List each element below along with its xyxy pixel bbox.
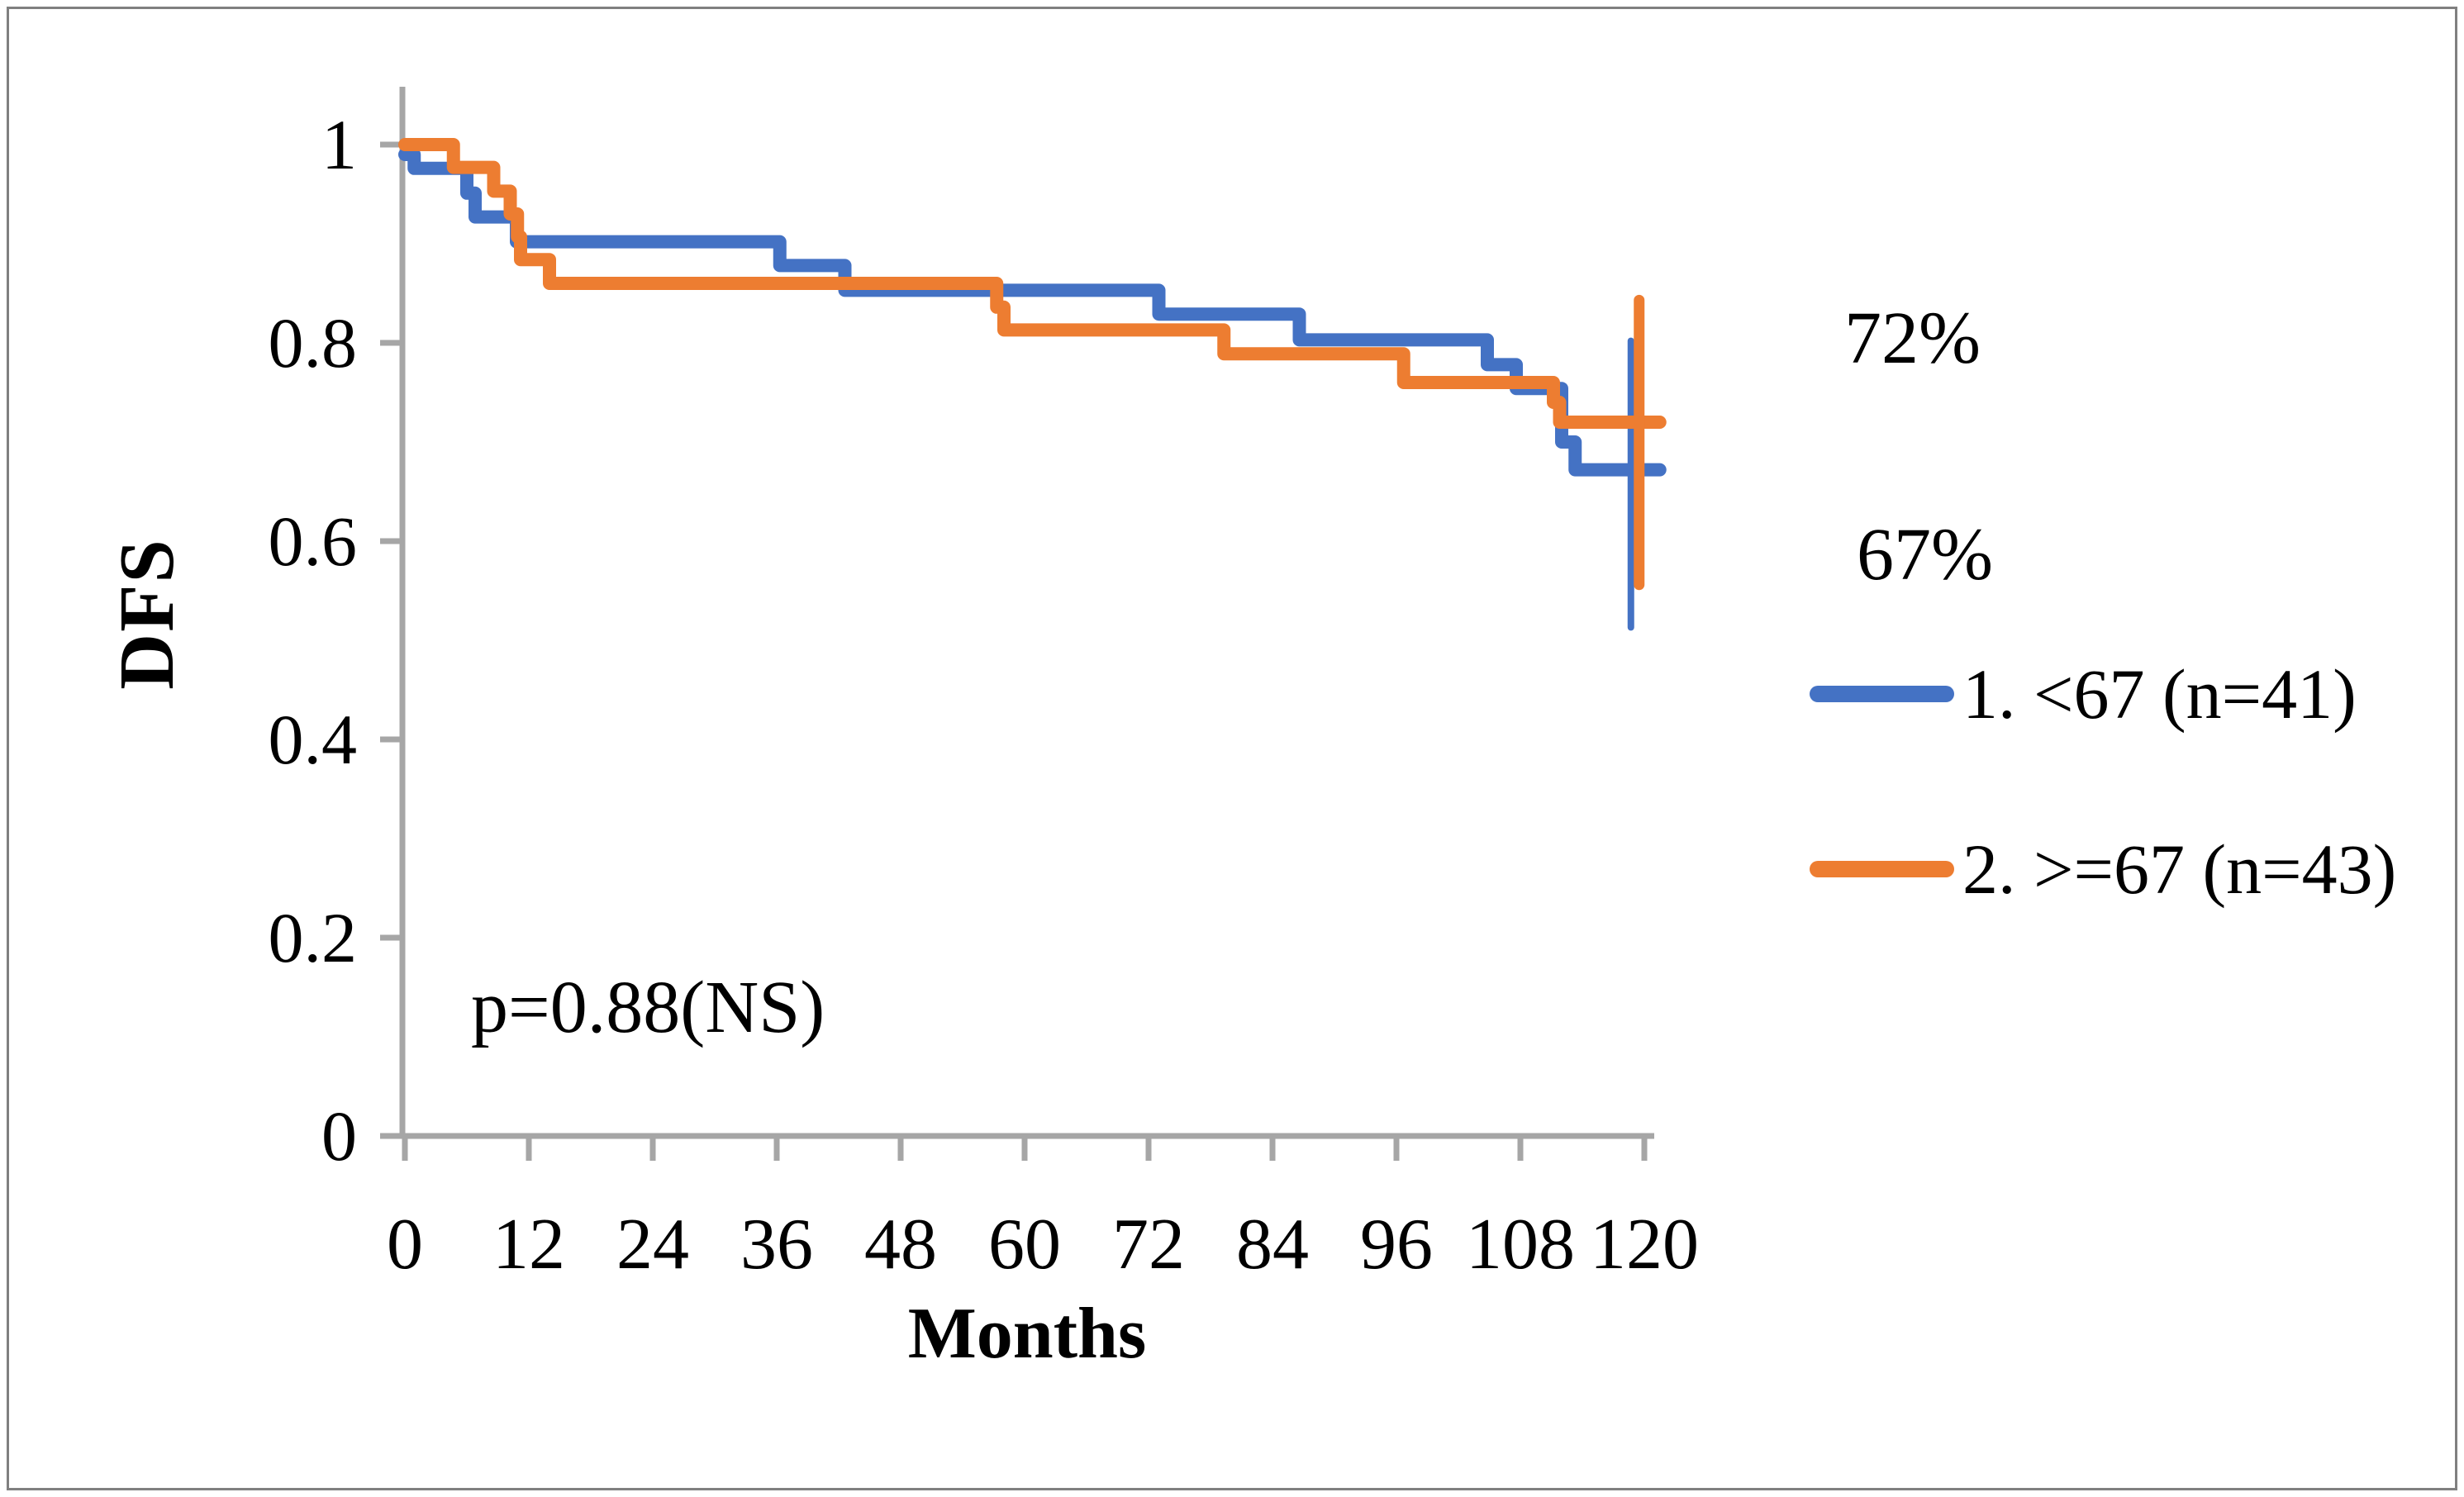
y-tick-label: 0.6 <box>269 501 358 581</box>
y-tick-label: 0.2 <box>269 898 358 977</box>
legend-item-group2: 2. >=67 (n=43) <box>1810 828 2396 910</box>
y-tick-label: 1 <box>321 105 357 184</box>
x-axis-title: Months <box>907 1294 1147 1374</box>
x-tick-label: 84 <box>1236 1205 1309 1285</box>
legend-item-group1: 1. <67 (n=41) <box>1810 653 2357 735</box>
x-tick-label: 72 <box>1112 1205 1185 1285</box>
x-tick-label: 96 <box>1360 1205 1433 1285</box>
x-tick-label: 0 <box>387 1205 423 1285</box>
legend-swatch-blue-line <box>1810 686 1954 702</box>
series-curve-1 <box>398 148 1667 477</box>
x-tick-label: 48 <box>864 1205 937 1285</box>
series-curve-2 <box>398 138 1667 429</box>
x-tick-label: 24 <box>616 1205 689 1285</box>
axes <box>380 87 1654 1161</box>
legend-label-group1: 1. <67 (n=41) <box>1962 654 2357 734</box>
y-tick-label: 0.4 <box>269 700 358 779</box>
y-tick-label: 0.8 <box>269 303 358 383</box>
x-tick-label: 120 <box>1590 1205 1699 1285</box>
annotation-blue-final-percent: 67% <box>1857 514 1993 596</box>
y-tick-label: 0 <box>321 1096 357 1176</box>
tick-labels: 0 0.2 0.4 0.6 0.8 1 0 12 24 36 48 60 72 84 96 108 120 <box>269 105 1700 1285</box>
legend-label-group2: 2. >=67 (n=43) <box>1962 829 2397 909</box>
legend-swatch-orange-line <box>1810 861 1954 877</box>
x-tick-label: 12 <box>492 1205 565 1285</box>
x-tick-label: 36 <box>740 1205 813 1285</box>
series-lines <box>398 138 1667 631</box>
x-tick-label: 60 <box>988 1205 1061 1285</box>
y-axis-title: DFS <box>104 538 190 690</box>
x-tick-label: 108 <box>1466 1205 1575 1285</box>
annotation-orange-final-percent: 72% <box>1844 297 1981 379</box>
p-value-annotation: p=0.88(NS) <box>471 967 825 1048</box>
